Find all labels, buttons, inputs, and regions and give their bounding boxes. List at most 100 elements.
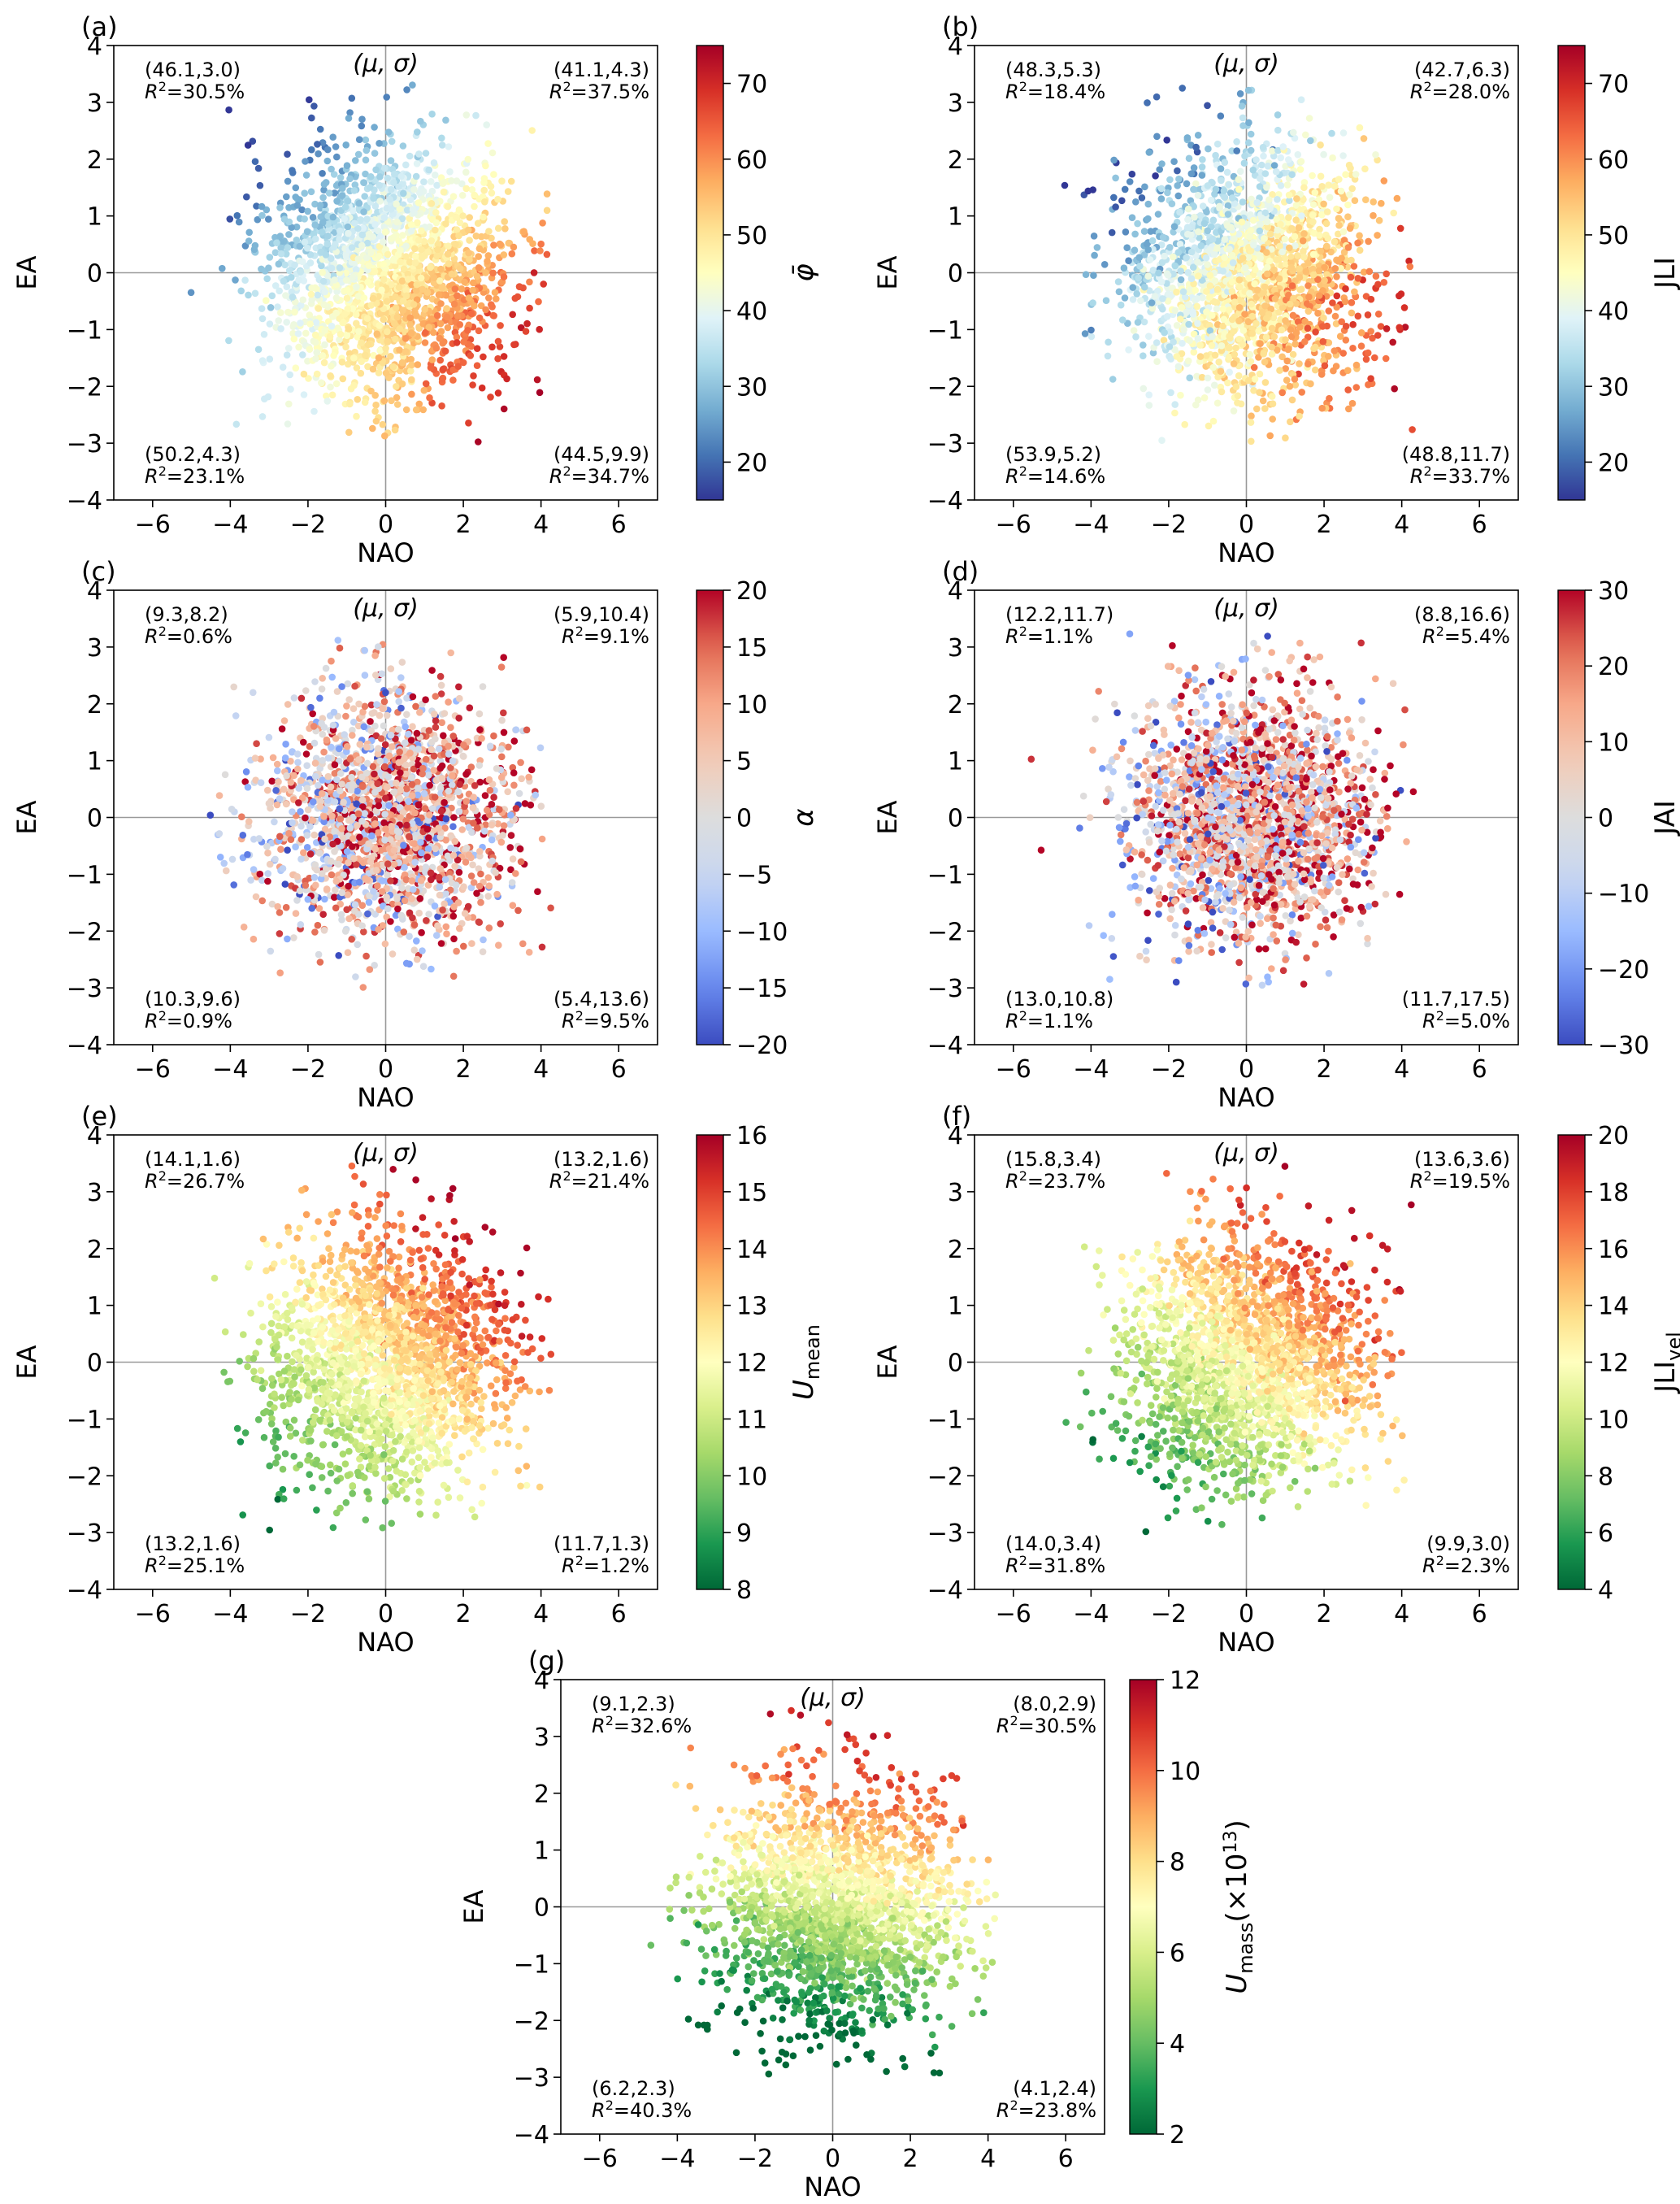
data-point (1274, 226, 1282, 234)
data-point (1318, 183, 1326, 190)
data-point (515, 283, 523, 290)
data-point (1274, 111, 1282, 119)
data-point (1276, 367, 1283, 374)
data-point (245, 228, 254, 237)
data-point (415, 400, 423, 408)
data-point (1257, 340, 1264, 348)
data-point (1342, 171, 1349, 178)
data-point (327, 372, 334, 380)
data-point (488, 189, 496, 197)
data-point (536, 325, 543, 333)
data-point (1300, 184, 1308, 191)
data-point (375, 369, 383, 376)
data-point (1231, 298, 1239, 306)
data-point (258, 315, 267, 323)
data-point (1221, 159, 1229, 166)
data-point (339, 185, 346, 192)
data-point (285, 267, 293, 275)
data-point (312, 354, 319, 363)
data-point (1135, 187, 1143, 195)
data-point (282, 250, 290, 258)
data-point (1233, 138, 1240, 146)
data-point (436, 356, 444, 364)
data-point (1307, 137, 1314, 145)
data-point (341, 311, 349, 318)
data-point (473, 889, 480, 898)
data-point (336, 227, 344, 235)
y-tick-label: −4 (67, 487, 102, 515)
quadrant-r2-bottom-left: R2=23.1% (145, 463, 245, 488)
data-point (324, 232, 332, 240)
data-point (1346, 191, 1353, 198)
data-point (254, 164, 263, 172)
data-point (1187, 231, 1195, 239)
data-point (462, 168, 470, 176)
data-point (434, 246, 441, 254)
data-point (280, 277, 288, 285)
data-point (1318, 371, 1326, 378)
data-point (1251, 376, 1259, 383)
data-point (243, 193, 250, 201)
data-point (1115, 288, 1123, 296)
data-point (1260, 350, 1267, 358)
data-point (1174, 182, 1181, 189)
data-point (436, 320, 445, 328)
data-point (1342, 285, 1349, 293)
data-point (275, 317, 283, 324)
data-point (1199, 156, 1206, 163)
data-point (294, 759, 302, 767)
data-point (511, 294, 519, 302)
data-point (387, 157, 395, 164)
data-point (1372, 272, 1380, 280)
data-point (381, 228, 389, 236)
data-point (238, 813, 245, 820)
data-point (245, 291, 252, 299)
data-point (346, 400, 354, 408)
data-point (441, 347, 449, 355)
data-point (261, 395, 268, 403)
data-point (260, 331, 268, 338)
data-point (346, 175, 354, 183)
data-point (1089, 299, 1096, 306)
data-point (303, 245, 311, 252)
data-point (464, 327, 471, 334)
data-point (1209, 333, 1216, 341)
data-point (315, 950, 323, 959)
data-point (410, 921, 419, 928)
data-point (475, 327, 483, 335)
data-point (500, 654, 507, 661)
data-point (414, 128, 421, 136)
data-point (1202, 254, 1210, 262)
data-point (1148, 299, 1156, 306)
data-point (332, 143, 340, 150)
data-point (1374, 311, 1383, 318)
data-point (328, 264, 336, 272)
data-point (283, 319, 291, 326)
data-point (1248, 412, 1255, 419)
data-point (1302, 131, 1309, 139)
data-point (358, 115, 366, 123)
data-point (1236, 90, 1244, 98)
y-tick-label: 1 (948, 203, 963, 232)
data-point (1166, 244, 1174, 251)
data-point (1346, 224, 1354, 233)
data-point (391, 426, 399, 434)
data-point (1283, 376, 1291, 385)
data-point (1367, 295, 1375, 303)
data-point (438, 284, 446, 292)
y-tick-label: 2 (87, 146, 102, 175)
data-point (388, 137, 396, 146)
data-point (1213, 140, 1222, 148)
data-point (430, 274, 438, 281)
data-point (250, 935, 258, 943)
data-point (480, 175, 488, 182)
data-point (1252, 156, 1260, 163)
data-point (1374, 232, 1381, 239)
data-point (490, 171, 497, 178)
data-point (285, 400, 293, 408)
data-point (1087, 333, 1096, 341)
data-point (1357, 342, 1365, 350)
data-point (1183, 254, 1190, 262)
data-point (1339, 350, 1347, 357)
data-point (1130, 327, 1138, 334)
